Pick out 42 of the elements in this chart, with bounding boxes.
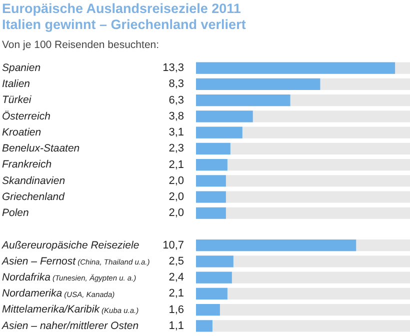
- bar: [196, 142, 230, 154]
- bar: [196, 207, 226, 219]
- data-label: 3,8: [168, 110, 184, 122]
- text: Von je 100 Reisenden besuchten:: [2, 39, 160, 51]
- bar: [196, 191, 226, 203]
- data-label: 10,7: [162, 239, 184, 252]
- y-tick-label: Außereuropäsiche Reiseziele: [1, 239, 140, 252]
- data-label: 2,5: [168, 256, 184, 268]
- y-tick-label: Italien: [2, 78, 30, 90]
- data-label: 2,4: [168, 272, 184, 284]
- bar: [196, 304, 220, 316]
- y-tick-label: Spanien: [2, 62, 41, 74]
- data-label: 2,3: [168, 142, 184, 155]
- data-label: 2,1: [168, 158, 184, 171]
- y-tick-label: Polen: [2, 207, 30, 220]
- data-label: 6,3: [168, 94, 184, 106]
- data-label: 8,3: [168, 78, 184, 90]
- data-label: 2,0: [168, 207, 184, 220]
- bar: [196, 320, 212, 332]
- y-tick-label: Frankreich: [2, 158, 52, 171]
- bar: [196, 175, 226, 187]
- y-tick-label: Kroatien: [2, 126, 42, 138]
- bar: [196, 288, 228, 300]
- data-label: 2,1: [168, 288, 184, 300]
- y-tick-label: Skandinavien: [2, 174, 66, 187]
- data-label: 13,3: [162, 62, 184, 74]
- y-tick-label: Griechenland: [2, 190, 66, 203]
- data-label: 1,1: [168, 320, 184, 332]
- bar: [196, 126, 242, 138]
- bar: [196, 256, 234, 268]
- y-tick-label: Türkei: [2, 94, 32, 106]
- y-tick-label: Benelux-Staaten: [2, 142, 80, 155]
- bar: [196, 110, 253, 122]
- bar: [196, 272, 232, 284]
- y-tick-label: Österreich: [2, 110, 51, 122]
- data-label: 3,1: [168, 126, 184, 139]
- y-tick-label: Asien – naher/mittlerer Osten: [1, 320, 139, 332]
- chart-title: Europäische Auslandsreiseziele 2011 Italien gewinnt – Griechenland verliert: [2, 1, 246, 33]
- bar: [196, 158, 228, 171]
- data-label: 2,0: [168, 174, 184, 187]
- data-label: 2,0: [168, 191, 184, 204]
- data-label: 1,6: [168, 304, 184, 316]
